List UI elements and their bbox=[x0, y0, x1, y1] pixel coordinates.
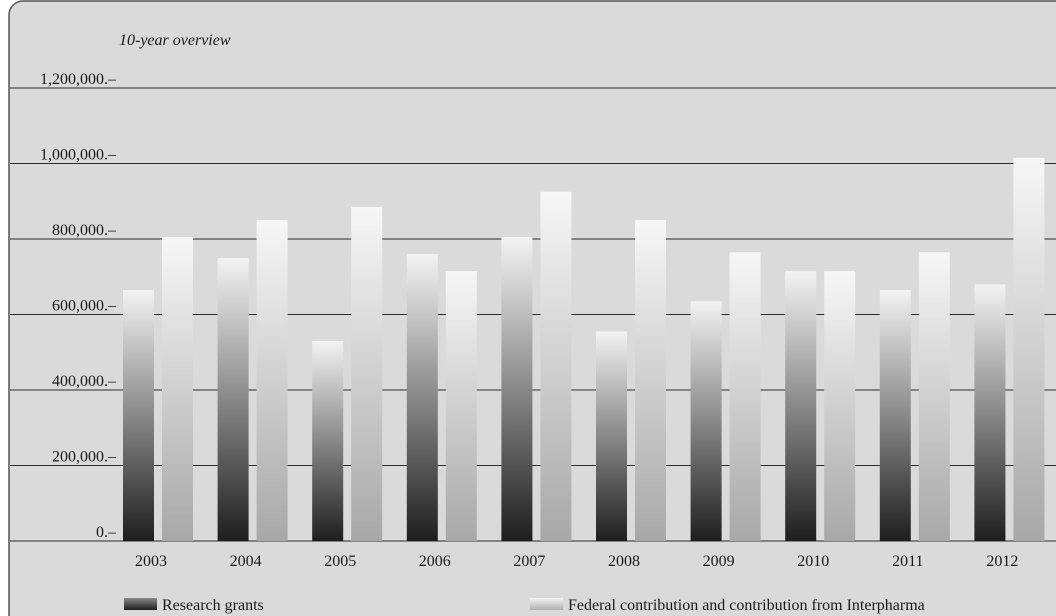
y-tick-label: 1,200,000.– bbox=[40, 71, 117, 88]
bar-federal-contribution-2004 bbox=[256, 220, 288, 541]
x-tick-label: 2003 bbox=[135, 553, 167, 570]
legend-swatch-research-grants bbox=[124, 598, 157, 610]
bar-research-grants-2007 bbox=[501, 237, 533, 542]
bar-research-grants-2003 bbox=[123, 289, 154, 541]
bar-research-grants-2011 bbox=[879, 289, 911, 541]
x-tick-label: 2008 bbox=[608, 553, 640, 570]
y-tick-label: 0.– bbox=[96, 524, 117, 541]
bars bbox=[123, 157, 1045, 542]
y-tick-label: 400,000.– bbox=[52, 373, 117, 390]
chart-title: 10-year overview bbox=[119, 32, 231, 49]
bar-federal-contribution-2010 bbox=[824, 271, 856, 541]
bar-research-grants-2010 bbox=[785, 271, 817, 541]
x-tick-label: 2012 bbox=[986, 553, 1018, 570]
bar-research-grants-2012 bbox=[974, 284, 1006, 541]
y-tick-label: 600,000.– bbox=[52, 298, 117, 315]
bar-federal-contribution-2003 bbox=[162, 237, 193, 542]
x-tick-label: 2009 bbox=[703, 553, 735, 570]
bar-research-grants-2005 bbox=[312, 340, 344, 541]
y-axis-tick-labels: 0.– 200,000.– 400,000.– 600,000.– 800,000.– 1… bbox=[40, 71, 117, 541]
legend-label-research-grants: Research grants bbox=[162, 597, 264, 614]
y-tick-label: 1,000,000.– bbox=[40, 147, 117, 164]
y-tick-label: 800,000.– bbox=[52, 222, 117, 239]
legend-label-federal-contribution: Federal contribution and contribution fr… bbox=[568, 597, 925, 614]
legend-swatch-federal-contribution bbox=[530, 598, 563, 610]
bar-federal-contribution-2009 bbox=[729, 252, 761, 541]
x-tick-label: 2007 bbox=[513, 553, 545, 570]
x-tick-label: 2010 bbox=[797, 553, 829, 570]
bar-federal-contribution-2007 bbox=[540, 191, 572, 541]
x-tick-label: 2006 bbox=[419, 553, 451, 570]
bar-federal-contribution-2012 bbox=[1013, 157, 1045, 541]
x-tick-label: 2011 bbox=[892, 553, 923, 570]
x-tick-label: 2005 bbox=[324, 553, 356, 570]
legend: Research grants Federal contribution and… bbox=[124, 597, 925, 614]
x-tick-label: 2004 bbox=[230, 553, 262, 570]
bar-federal-contribution-2006 bbox=[445, 271, 477, 541]
bar-federal-contribution-2011 bbox=[918, 252, 950, 541]
bar-research-grants-2006 bbox=[406, 254, 438, 541]
bar-research-grants-2008 bbox=[596, 331, 627, 541]
x-axis-tick-labels: 2003 2004 2005 2006 2007 2008 2009 2010 2011 2012 bbox=[135, 553, 1018, 570]
bar-federal-contribution-2005 bbox=[351, 206, 383, 541]
bar-federal-contribution-2008 bbox=[635, 220, 666, 541]
y-tick-label: 200,000.– bbox=[52, 449, 117, 466]
bar-research-grants-2009 bbox=[690, 301, 722, 541]
bar-research-grants-2004 bbox=[217, 257, 249, 541]
